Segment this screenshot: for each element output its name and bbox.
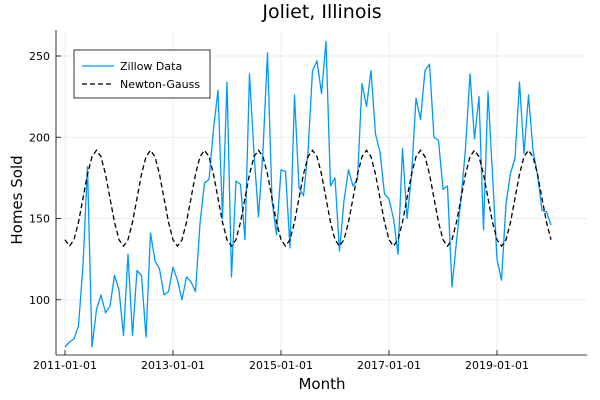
axes — [55, 30, 587, 356]
x-tick-label: 2013-01-01 — [141, 359, 205, 372]
legend: Zillow Data Newton-Gauss — [73, 49, 211, 99]
legend-label-newton-gauss: Newton-Gauss — [120, 78, 200, 91]
legend-label-zillow: Zillow Data — [120, 60, 182, 73]
x-tick-label: 2019-01-01 — [465, 359, 529, 372]
series-line-newton-gauss — [64, 149, 552, 248]
chart-title: Joliet, Illinois — [261, 1, 381, 23]
x-axis-label: Month — [298, 375, 345, 393]
y-tick-label: 200 — [29, 131, 50, 144]
y-tick-label: 150 — [29, 213, 50, 226]
x-tick-label: 2015-01-01 — [249, 359, 313, 372]
y-tick-label: 250 — [29, 50, 50, 63]
tick-labels: 2011-01-01 2013-01-01 2015-01-01 2017-01-01… — [29, 50, 529, 372]
legend-box — [73, 49, 211, 99]
x-tick-label: 2017-01-01 — [357, 359, 421, 372]
series-layer — [64, 40, 552, 348]
series-line-zillow — [64, 40, 552, 348]
y-axis-label: Homes Sold — [8, 155, 26, 244]
x-tick-label: 2011-01-01 — [33, 359, 97, 372]
y-tick-label: 100 — [29, 294, 50, 307]
